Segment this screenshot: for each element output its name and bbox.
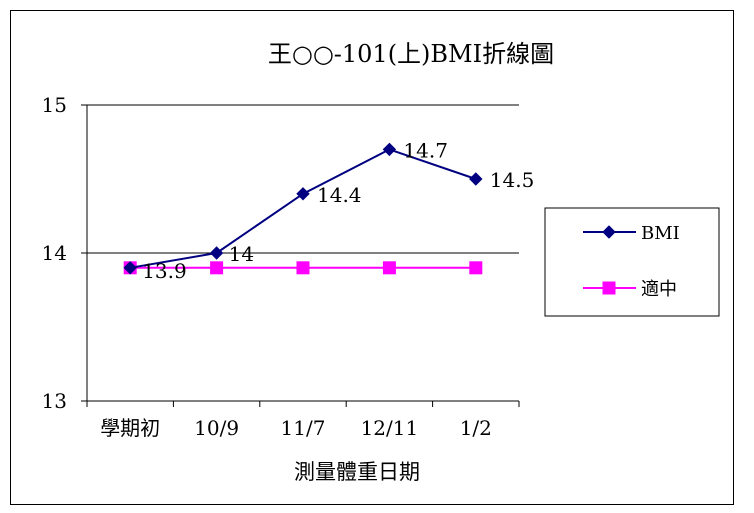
- data-point-normal: [382, 261, 396, 275]
- data-label-bmi: 14: [229, 242, 254, 266]
- legend-marker: [602, 281, 616, 295]
- plot-area: 13 14 15 學期初 10/9 11/7 12/11 1/2 13.9 14 14.4 14.7 1…: [42, 93, 535, 440]
- x-tick-label: 學期初: [100, 416, 160, 440]
- series-line-bmi: [130, 148, 477, 269]
- data-point-bmi: [296, 187, 310, 201]
- x-axis-label: 測量體重日期: [294, 460, 420, 484]
- data-label-bmi: 13.9: [142, 259, 187, 283]
- data-point-bmi: [469, 172, 483, 186]
- data-label-bmi: 14.7: [403, 138, 448, 162]
- data-point-bmi: [123, 261, 137, 275]
- x-tick-label: 12/11: [361, 416, 419, 440]
- data-label-bmi: 14.5: [490, 168, 535, 192]
- chart-title: 王○○-101(上)BMI折線圖: [268, 40, 554, 68]
- data-point-bmi: [209, 246, 224, 260]
- y-tick-label: 13: [42, 389, 67, 413]
- legend-box: [544, 207, 720, 317]
- y-tick-label: 14: [42, 241, 67, 265]
- data-point-normal: [469, 261, 483, 275]
- x-tick-label: 10/9: [194, 416, 239, 440]
- legend-label: 適中: [641, 279, 677, 300]
- x-tick-label: 11/7: [281, 416, 326, 440]
- data-point-normal: [210, 261, 224, 275]
- y-tick-label: 15: [42, 93, 67, 117]
- data-label-bmi: 14.4: [317, 183, 362, 207]
- data-point-bmi: [382, 142, 397, 157]
- data-point-normal: [296, 261, 310, 275]
- x-tick-label: 1/2: [460, 416, 492, 440]
- legend: BMI 適中: [544, 207, 720, 317]
- legend-label: BMI: [641, 223, 680, 244]
- legend-marker: [602, 225, 616, 239]
